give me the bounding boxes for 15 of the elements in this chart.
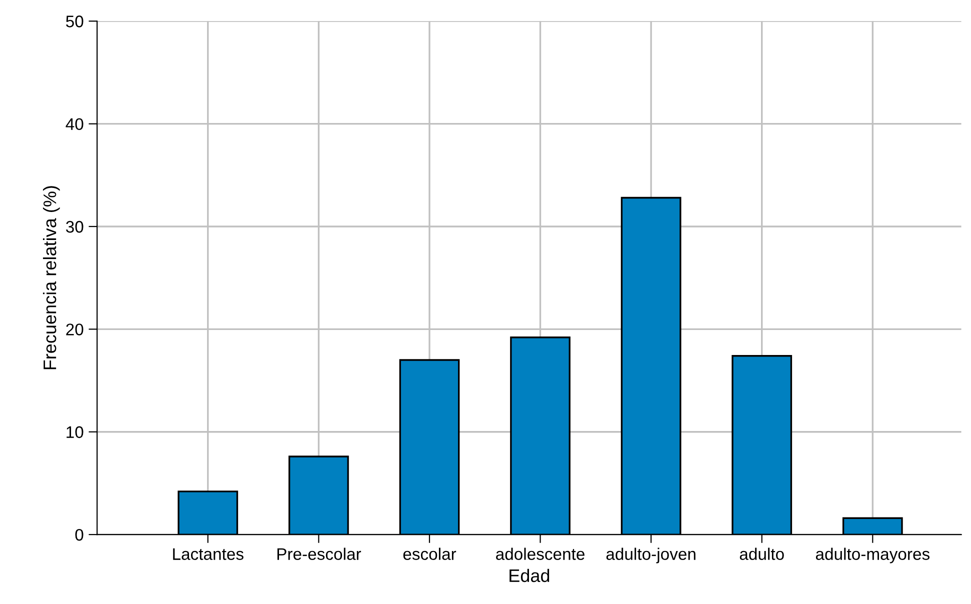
y-tick-label: 10 — [66, 426, 84, 438]
y-tick-label: 40 — [66, 118, 84, 130]
x-tick-label: adolescente — [496, 548, 584, 560]
y-tick-label: 0 — [75, 528, 84, 541]
x-axis-title: Edad — [510, 568, 550, 582]
y-tick-label: 50 — [66, 16, 84, 28]
x-tick-label: escolar — [403, 548, 456, 560]
y-tick-label: 20 — [66, 324, 84, 336]
x-tick-label: Lactantes — [173, 548, 244, 560]
x-tick-label: adulto-mayores — [816, 548, 930, 564]
y-tick-label: 30 — [66, 220, 84, 233]
x-tick-label: Pre-escolar — [277, 548, 362, 560]
x-tick-label: adulto — [740, 548, 784, 560]
x-tick-label: adulto-joven — [606, 548, 696, 564]
y-axis-title: Frecuencia relativa (%) — [42, 186, 60, 370]
